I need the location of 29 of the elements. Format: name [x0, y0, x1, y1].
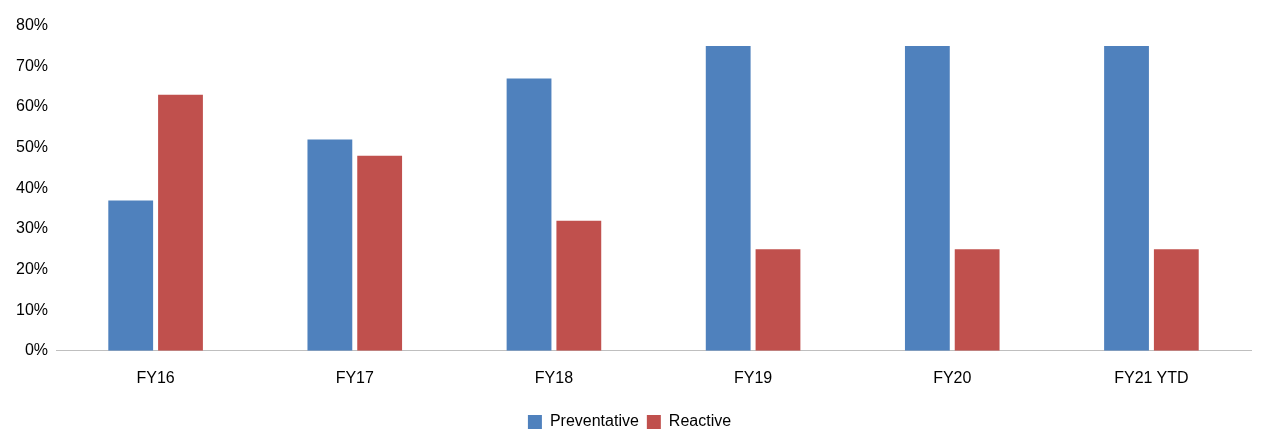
- bar: [755, 249, 801, 351]
- x-tick-label: FY17: [335, 368, 374, 386]
- y-tick-label: 0%: [24, 341, 49, 359]
- bar: [108, 200, 154, 351]
- y-tick-label: 70%: [15, 56, 49, 74]
- y-tick-label: 40%: [15, 178, 49, 196]
- bar: [954, 249, 1000, 351]
- x-tick-label: FY20: [933, 368, 972, 386]
- bar: [307, 139, 353, 351]
- y-tick-label: 60%: [15, 97, 49, 115]
- bar: [705, 45, 751, 351]
- y-tick-label: 20%: [15, 259, 49, 277]
- legend-label: Reactive: [668, 412, 732, 430]
- y-tick-label: 80%: [15, 16, 49, 34]
- x-tick-label: FY18: [534, 368, 574, 386]
- legend-label: Preventative: [549, 412, 639, 430]
- y-tick-label: 30%: [15, 219, 49, 237]
- bar: [357, 155, 403, 351]
- bar: [158, 94, 203, 351]
- x-tick-label: FY16: [136, 368, 175, 386]
- x-tick-label: FY21 YTD: [1114, 368, 1189, 386]
- y-tick-label: 10%: [15, 300, 49, 318]
- x-tick-label: FY19: [733, 368, 773, 386]
- y-tick-label: 50%: [15, 137, 49, 155]
- bar: [1104, 45, 1149, 351]
- bar: [904, 45, 950, 351]
- bar: [1153, 249, 1199, 351]
- bar: [556, 220, 602, 351]
- bar: [506, 78, 552, 351]
